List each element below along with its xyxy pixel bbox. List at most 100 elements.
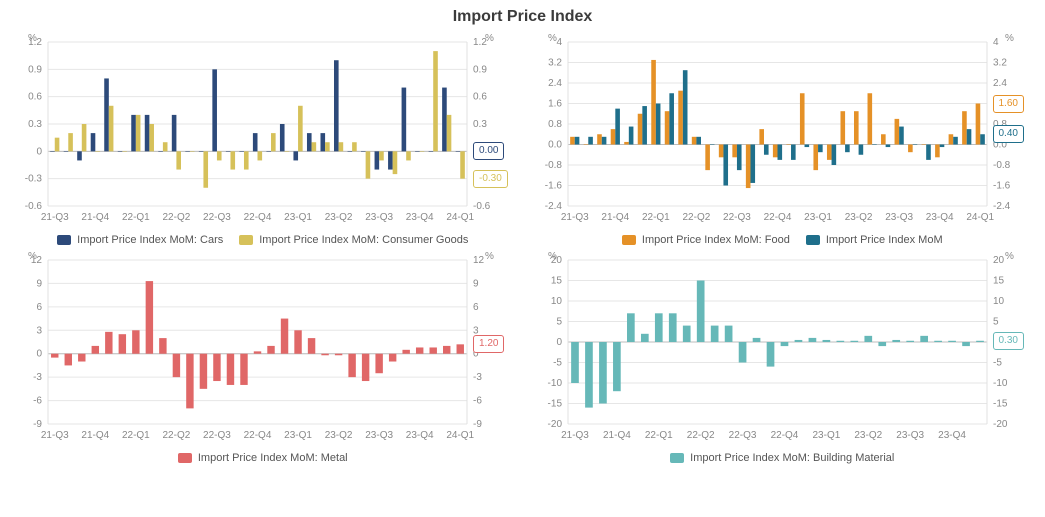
bar <box>939 145 944 148</box>
xtick-label: 21-Q4 <box>81 430 109 441</box>
bar <box>307 133 312 151</box>
legend-item: Import Price Index MoM: Cars <box>57 234 223 246</box>
ytick-label: 0.6 <box>28 92 42 103</box>
bar <box>51 354 58 358</box>
ytick-label: 10 <box>550 296 562 307</box>
ytick-label: 20 <box>993 255 1005 266</box>
value-callout: 0.40 <box>993 125 1024 143</box>
legend-swatch <box>178 453 192 463</box>
bar <box>597 134 602 144</box>
bar <box>980 134 985 144</box>
bar <box>118 151 123 152</box>
bar <box>738 342 746 363</box>
ytick-label: 0 <box>556 337 562 348</box>
ytick-label: -0.8 <box>993 160 1011 171</box>
bar <box>766 342 774 367</box>
ytick-label: 0.8 <box>548 119 562 130</box>
bar <box>146 281 153 354</box>
bar <box>948 341 956 342</box>
bar <box>433 51 438 151</box>
bar <box>921 145 926 146</box>
bar <box>610 129 615 144</box>
unit-label: % <box>1005 251 1014 262</box>
bar <box>429 347 436 353</box>
bar <box>375 354 382 374</box>
bar <box>736 145 741 171</box>
bar <box>281 319 288 354</box>
xtick-label: 23-Q2 <box>844 212 872 223</box>
bar <box>892 340 900 342</box>
bar <box>854 111 859 144</box>
ytick-label: -15 <box>993 399 1008 410</box>
xtick-label: 21-Q3 <box>41 430 69 441</box>
bar <box>777 145 782 160</box>
bar <box>253 133 258 151</box>
legend-swatch <box>57 235 71 245</box>
ytick-label: 10 <box>993 296 1005 307</box>
ytick-label: -0.6 <box>473 201 491 212</box>
xtick-label: 22-Q4 <box>244 430 272 441</box>
xtick-label: 22-Q1 <box>122 430 150 441</box>
bar <box>352 142 357 151</box>
bar <box>203 151 208 187</box>
bar <box>293 151 298 160</box>
bar <box>271 133 276 151</box>
bar <box>962 111 967 144</box>
bar <box>109 106 114 152</box>
bar <box>348 151 353 152</box>
xtick-label: 22-Q4 <box>244 212 272 223</box>
bar <box>627 313 635 342</box>
legend-swatch <box>239 235 253 245</box>
bar <box>105 332 112 354</box>
bar <box>601 137 606 145</box>
bar <box>724 326 732 342</box>
bar <box>176 151 181 169</box>
chart-box: -9-9-6-6-3-3003366991212%%21-Q321-Q422-Q… <box>10 250 515 450</box>
unit-label: % <box>28 251 37 262</box>
legend-item: Import Price Index MoM <box>806 234 943 246</box>
ytick-label: -0.6 <box>25 201 43 212</box>
bar <box>230 151 235 169</box>
value-callout: 1.60 <box>993 95 1024 113</box>
legend-item: Import Price Index MoM: Building Materia… <box>670 452 894 464</box>
unit-label: % <box>548 251 557 262</box>
bar <box>158 151 163 152</box>
legend-item: Import Price Index MoM: Consumer Goods <box>239 234 468 246</box>
xtick-label: 22-Q2 <box>682 212 710 223</box>
bar <box>379 151 384 160</box>
ytick-label: 3.2 <box>993 58 1007 69</box>
bar <box>678 91 683 145</box>
ytick-label: 3.2 <box>548 58 562 69</box>
xtick-label: 23-Q4 <box>938 430 966 441</box>
ytick-label: 4 <box>993 37 999 48</box>
bar <box>976 341 984 342</box>
ytick-label: -6 <box>473 396 482 407</box>
bar <box>258 151 263 160</box>
bar <box>77 151 82 160</box>
ytick-label: -3 <box>33 372 42 383</box>
bar <box>78 354 85 362</box>
panel-metal: -9-9-6-6-3-3003366991212%%21-Q321-Q422-Q… <box>10 250 516 464</box>
bar <box>599 342 607 404</box>
legend-label: Import Price Index MoM: Cars <box>77 234 223 246</box>
bar <box>104 78 109 151</box>
bar <box>934 341 942 342</box>
ytick-label: -9 <box>33 419 42 430</box>
bar <box>710 326 718 342</box>
xtick-label: 23-Q3 <box>365 212 393 223</box>
bar <box>948 134 953 144</box>
bar <box>718 145 723 158</box>
bar <box>254 351 261 353</box>
bar <box>615 109 620 145</box>
ytick-label: 3 <box>36 325 42 336</box>
bar <box>122 151 127 152</box>
unit-label: % <box>485 33 494 44</box>
xtick-label: 22-Q1 <box>644 430 672 441</box>
bar <box>696 137 701 145</box>
value-callout: 1.20 <box>473 335 504 353</box>
ytick-label: 0.9 <box>473 64 487 75</box>
bar <box>705 145 710 171</box>
bar <box>402 88 407 152</box>
ytick-label: -20 <box>547 419 562 430</box>
bar <box>867 93 872 144</box>
